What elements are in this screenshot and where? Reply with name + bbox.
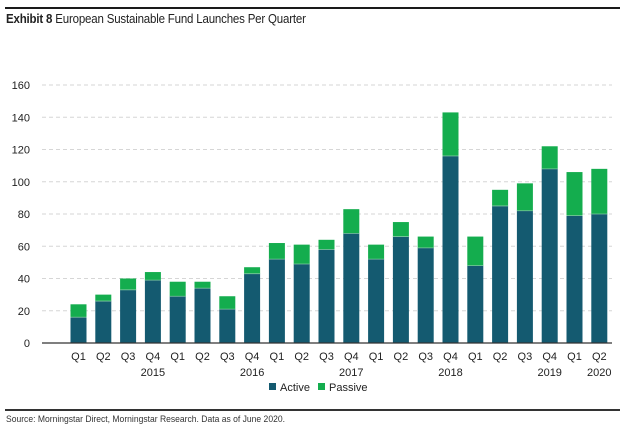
- bar-passive: [70, 304, 87, 318]
- x-tick-quarter-label: Q3: [220, 351, 235, 363]
- x-tick-year-label: 2017: [339, 367, 363, 379]
- bar-passive: [541, 146, 558, 169]
- bar-passive: [293, 244, 310, 264]
- x-tick-quarter-label: Q2: [394, 351, 409, 363]
- bar-active: [417, 247, 434, 343]
- bar-passive: [442, 112, 459, 156]
- y-tick-label: 20: [18, 306, 30, 318]
- x-tick-quarter-label: Q4: [542, 351, 557, 363]
- legend: Active Passive: [269, 382, 368, 394]
- x-tick-quarter-label: Q2: [294, 351, 309, 363]
- bar-passive: [144, 272, 161, 281]
- x-tick-quarter-label: Q1: [170, 351, 185, 363]
- x-tick-quarter-label: Q1: [71, 351, 86, 363]
- x-tick-quarter-label: Q3: [319, 351, 334, 363]
- bar-active: [492, 205, 509, 343]
- x-tick-quarter-label: Q4: [443, 351, 458, 363]
- y-tick-label: 160: [12, 80, 30, 92]
- bar-active: [268, 259, 285, 343]
- bar-active: [566, 215, 583, 343]
- bar-passive: [368, 244, 385, 260]
- bar-passive: [244, 267, 261, 274]
- bar-passive: [194, 281, 211, 289]
- bar-passive: [169, 281, 186, 297]
- bar-passive: [516, 183, 533, 211]
- bar-active: [591, 214, 608, 343]
- bar-active: [194, 288, 211, 343]
- bar-passive: [392, 222, 409, 237]
- x-tick-quarter-label: Q2: [592, 351, 607, 363]
- bar-active: [318, 249, 335, 343]
- bar-active: [70, 317, 87, 343]
- bar-active: [467, 265, 484, 343]
- bar-active: [516, 210, 533, 343]
- x-tick-year-label: 2020: [587, 367, 611, 379]
- title-text: European Sustainable Fund Launches Per Q…: [55, 12, 306, 26]
- y-tick-label: 120: [12, 145, 30, 157]
- x-tick-quarter-label: Q1: [369, 351, 384, 363]
- bar-active: [95, 301, 112, 343]
- y-tick-label: 140: [12, 112, 30, 124]
- bar-passive: [343, 209, 360, 234]
- x-axis-ticks: Q1 Q2 Q3 Q4 2015 Q1 Q2 Q3 Q4 2016 Q1 Q2 Q3 Q4 2017 Q1 Q2…: [71, 351, 611, 379]
- x-tick-quarter-label: Q1: [468, 351, 483, 363]
- bar-passive: [318, 239, 335, 250]
- x-tick-quarter-label: Q4: [245, 351, 260, 363]
- bar-active: [541, 168, 558, 343]
- x-tick-quarter-label: Q2: [195, 351, 210, 363]
- x-tick-quarter-label: Q3: [518, 351, 533, 363]
- x-tick-quarter-label: Q4: [146, 351, 161, 363]
- bar-passive: [492, 189, 509, 206]
- y-tick-label: 80: [18, 209, 30, 221]
- x-tick-year-label: 2019: [537, 367, 561, 379]
- legend-swatch-active: [269, 383, 276, 390]
- x-tick-quarter-label: Q1: [270, 351, 285, 363]
- bar-passive: [417, 236, 434, 248]
- exhibit-number: Exhibit 8: [6, 12, 53, 26]
- y-tick-label: 0: [24, 338, 30, 350]
- bar-passive: [120, 278, 137, 290]
- bar-passive: [591, 168, 608, 214]
- bar-passive: [268, 243, 285, 260]
- bar-active: [368, 259, 385, 343]
- bar-active: [144, 280, 161, 343]
- bar-active: [169, 296, 186, 343]
- x-tick-quarter-label: Q4: [344, 351, 359, 363]
- bar-passive: [219, 296, 236, 310]
- top-rule: [5, 7, 620, 9]
- bar-passive: [467, 236, 484, 266]
- bar-active: [244, 273, 261, 343]
- bottom-rule: [5, 409, 620, 411]
- y-tick-label: 60: [18, 241, 30, 253]
- legend-swatch-passive: [318, 383, 325, 390]
- bar-passive: [566, 172, 583, 216]
- x-tick-quarter-label: Q2: [96, 351, 111, 363]
- chart-title: Exhibit 8 European Sustainable Fund Laun…: [6, 12, 306, 26]
- bar-passive: [95, 294, 112, 302]
- bar-active: [392, 236, 409, 343]
- legend-label-active: Active: [280, 382, 310, 394]
- bar-active: [293, 263, 310, 343]
- bar-active: [343, 233, 360, 343]
- x-tick-quarter-label: Q3: [121, 351, 136, 363]
- bar-active: [120, 289, 137, 343]
- legend-label-passive: Passive: [329, 382, 368, 394]
- y-tick-label: 100: [12, 177, 30, 189]
- bars: [70, 112, 608, 343]
- bar-active: [442, 155, 459, 343]
- gridlines: [42, 84, 612, 312]
- x-tick-quarter-label: Q2: [493, 351, 508, 363]
- bar-active: [219, 309, 236, 343]
- source-note: Source: Morningstar Direct, Morningstar …: [6, 414, 285, 425]
- x-tick-year-label: 2016: [240, 367, 264, 379]
- y-axis-ticks: 0 20 40 60 80 100 120 140 160: [12, 80, 30, 350]
- y-tick-label: 40: [18, 274, 30, 286]
- x-tick-quarter-label: Q1: [567, 351, 582, 363]
- x-tick-year-label: 2015: [141, 367, 165, 379]
- x-tick-quarter-label: Q3: [418, 351, 433, 363]
- x-tick-year-label: 2018: [438, 367, 462, 379]
